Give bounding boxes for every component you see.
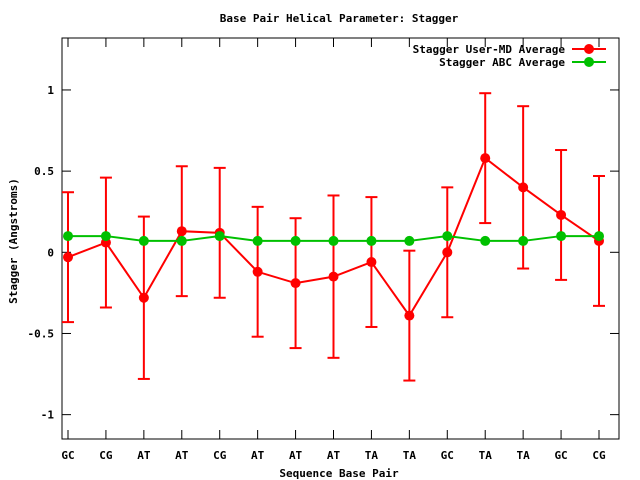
y-tick-label: -1 xyxy=(41,409,55,422)
legend-label: Stagger ABC Average xyxy=(439,56,565,69)
data-point xyxy=(214,231,225,242)
y-axis-label: Stagger (Angstroms) xyxy=(7,178,20,304)
x-tick-label: TA xyxy=(479,449,493,462)
x-axis-label: Sequence Base Pair xyxy=(279,467,399,480)
data-point xyxy=(404,235,415,246)
x-tick-label: AT xyxy=(137,449,151,462)
x-tick-label: AT xyxy=(289,449,303,462)
data-point xyxy=(328,271,339,282)
legend-marker xyxy=(584,44,594,54)
data-point xyxy=(556,209,567,220)
data-point xyxy=(252,235,263,246)
chart-title: Base Pair Helical Parameter: Stagger xyxy=(220,12,459,25)
x-tick-label: CG xyxy=(213,449,227,462)
data-point xyxy=(252,266,263,277)
data-point xyxy=(518,182,529,193)
legend-label: Stagger User-MD Average xyxy=(413,43,566,56)
x-tick-label: CG xyxy=(592,449,606,462)
y-tick-label: -0.5 xyxy=(28,327,55,340)
y-tick-label: 0 xyxy=(47,246,54,259)
x-tick-label: CG xyxy=(99,449,113,462)
data-point xyxy=(176,235,187,246)
plot-area: -1 -0.5 0 0.5 1 GC CG AT AT CG AT AT AT TA TA GC TA TA GC C… xyxy=(28,37,620,462)
data-point xyxy=(100,231,111,242)
data-point xyxy=(556,231,567,242)
x-tick-label: AT xyxy=(327,449,341,462)
data-point xyxy=(442,247,453,258)
legend-marker xyxy=(584,57,594,67)
data-point xyxy=(366,257,377,268)
x-tick-label: AT xyxy=(175,449,189,462)
data-point xyxy=(63,252,73,263)
data-point xyxy=(63,231,73,242)
data-point xyxy=(138,235,149,246)
data-point xyxy=(176,226,187,237)
x-tick-label: GC xyxy=(61,449,74,462)
data-point xyxy=(138,292,149,303)
x-tick-label: AT xyxy=(251,449,265,462)
x-tick-label: TA xyxy=(403,449,417,462)
data-point xyxy=(480,235,491,246)
data-point xyxy=(290,278,301,289)
data-point xyxy=(518,235,529,246)
y-tick-label: 0.5 xyxy=(34,165,54,178)
data-point xyxy=(480,153,491,164)
x-tick-label: TA xyxy=(517,449,531,462)
data-point xyxy=(404,310,415,321)
x-tick-label: TA xyxy=(365,449,379,462)
data-point xyxy=(328,235,339,246)
data-point xyxy=(366,235,377,246)
y-tick-label: 1 xyxy=(47,84,54,97)
data-point xyxy=(594,231,604,242)
series-abc xyxy=(63,231,604,246)
plot-frame xyxy=(61,37,620,440)
data-point xyxy=(442,231,453,242)
x-tick-label: GC xyxy=(554,449,567,462)
data-point xyxy=(290,235,301,246)
x-tick-label: GC xyxy=(441,449,454,462)
